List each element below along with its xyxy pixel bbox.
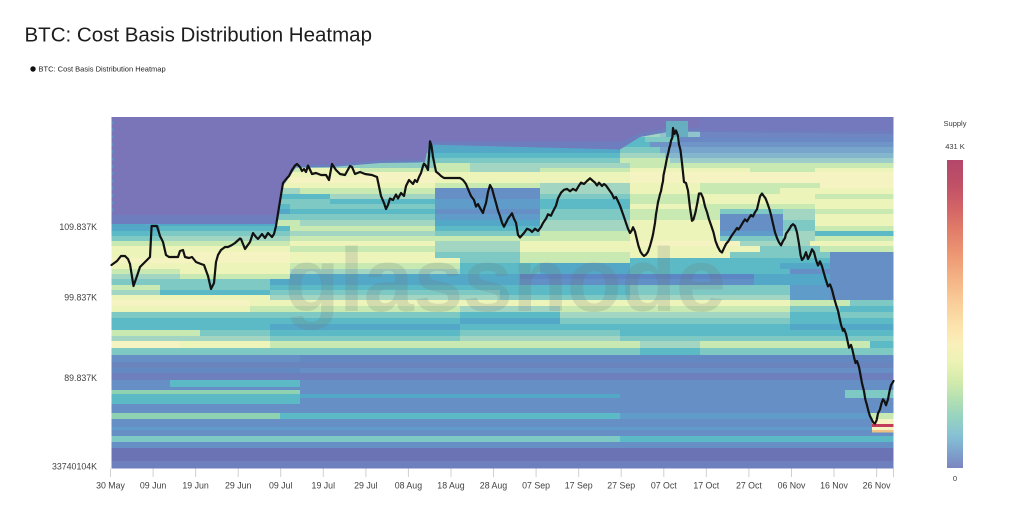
svg-text:BTC: Cost Basis Distribution H: BTC: Cost Basis Distribution Heatmap bbox=[39, 65, 166, 74]
svg-text:19 Jul: 19 Jul bbox=[312, 481, 336, 491]
svg-text:33740104K: 33740104K bbox=[52, 462, 97, 472]
svg-text:27 Oct: 27 Oct bbox=[736, 481, 762, 491]
svg-text:17 Sep: 17 Sep bbox=[565, 481, 593, 491]
svg-text:BTC: Cost Basis Distribution H: BTC: Cost Basis Distribution Heatmap bbox=[25, 24, 372, 47]
svg-text:glassnode: glassnode bbox=[285, 231, 726, 331]
svg-text:30 May: 30 May bbox=[96, 481, 125, 491]
svg-text:06 Nov: 06 Nov bbox=[778, 481, 806, 491]
svg-text:26 Nov: 26 Nov bbox=[863, 481, 891, 491]
svg-text:09 Jul: 09 Jul bbox=[269, 481, 293, 491]
svg-text:29 Jun: 29 Jun bbox=[225, 481, 252, 491]
svg-text:18 Aug: 18 Aug bbox=[437, 481, 465, 491]
svg-text:89.837K: 89.837K bbox=[64, 373, 97, 383]
svg-text:28 Aug: 28 Aug bbox=[480, 481, 508, 491]
svg-text:Supply: Supply bbox=[944, 119, 967, 128]
svg-text:19 Jun: 19 Jun bbox=[182, 481, 209, 491]
svg-text:16 Nov: 16 Nov bbox=[820, 481, 848, 491]
svg-text:07 Oct: 07 Oct bbox=[651, 481, 677, 491]
svg-text:109.837K: 109.837K bbox=[59, 222, 97, 232]
svg-text:09 Jun: 09 Jun bbox=[140, 481, 167, 491]
svg-text:29 Jul: 29 Jul bbox=[354, 481, 378, 491]
svg-text:99.837K: 99.837K bbox=[64, 293, 97, 303]
svg-text:08 Aug: 08 Aug bbox=[395, 481, 423, 491]
svg-text:07 Sep: 07 Sep bbox=[522, 481, 550, 491]
svg-text:17 Oct: 17 Oct bbox=[693, 481, 719, 491]
svg-text:0: 0 bbox=[953, 474, 957, 483]
svg-text:431 K: 431 K bbox=[945, 142, 965, 151]
svg-text:27 Sep: 27 Sep bbox=[607, 481, 635, 491]
